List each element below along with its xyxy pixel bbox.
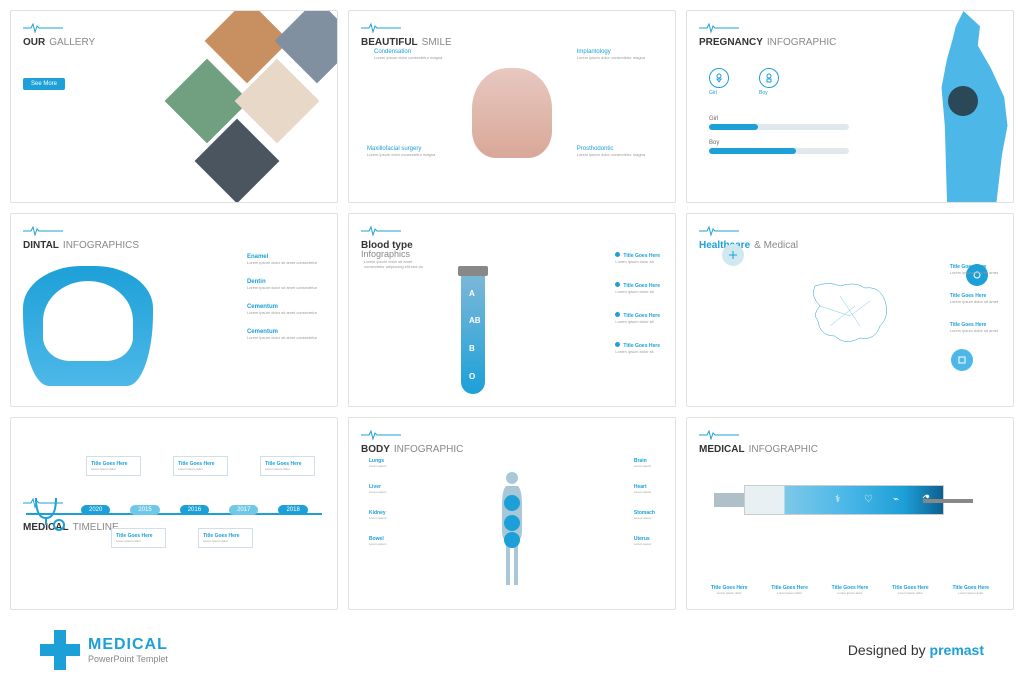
organ-icon [504,515,520,531]
subtitle: INFOGRAPHICS [63,240,139,251]
ekg-icon [699,21,739,39]
footer: MEDICAL PowerPoint Templet Designed by p… [0,620,1024,680]
gallery-diamonds [157,10,338,191]
slide-dintal: DINTAL INFOGRAPHICS EnamelLorem ipsum do… [10,213,338,406]
tooth-graphic [472,68,552,158]
slide-smile: BEAUTIFUL SMILE CondensationLorem ipsum … [348,10,676,203]
pulse-icon: ⌁ [893,494,907,508]
heart-icon: ♡ [864,494,878,508]
slide-healthcare: Healthcare & Medical Title Goes HereLore… [686,213,1014,406]
subtitle: & Medical [754,240,798,251]
slide-body: BODY INFOGRAPHIC LungsLorem ipsum LiverL… [348,417,676,610]
boy-icon [759,68,779,88]
top-boxes: Title Goes HereLorem ipsum dolor Title G… [86,456,315,476]
info-list: EnamelLorem ipsum dolor sit amet consect… [247,254,317,354]
health-list: Title Goes HereLorem ipsum dolor sit ame… [950,264,998,351]
organ-icon [504,495,520,511]
sat-icon [951,349,973,371]
slide-grid: OUR GALLERY See More BEAUTIFUL SMILE Con… [0,0,1024,620]
ekg-icon [23,21,63,39]
ekg-icon [699,224,739,242]
label-tl: CondensationLorem ipsum dolor consectetu… [374,49,442,60]
brain-graphic [800,276,900,356]
ekg-icon [23,224,63,242]
see-more-button[interactable]: See More [23,78,65,90]
syringe-labels: Title Goes HereLorem ipsum dolor Title G… [699,585,1001,595]
slide-timeline: MEDICAL TIMELINE 2020 2015 2016 2017 201… [10,417,338,610]
blood-list: Title Goes HereLorem ipsum dolor sit Tit… [615,252,660,372]
subtitle: INFOGRAPHIC [749,444,818,455]
sat-icon [722,244,744,266]
label-br: ProsthodonticLorem ipsum dolor consectet… [577,146,645,157]
label-tr: ImplantologyLorem ipsum dolor consectetu… [577,49,645,60]
girl-icon [709,68,729,88]
label-bl: Maxillofacial surgeryLorem ipsum dolor c… [367,146,435,157]
ekg-icon [361,428,401,446]
year-pills: 2020 2015 2016 2017 2018 [81,505,308,515]
right-labels: BrainLorem ipsum HeartLorem ipsum Stomac… [634,458,655,562]
test-tube: A AB B O [461,274,485,394]
fetus-icon [948,86,978,116]
credit: Designed by premast [848,642,984,658]
slide-pregnancy: PREGNANCY INFOGRAPHIC Girl Boy Girl Boy [686,10,1014,203]
ekg-icon [361,224,401,242]
logo-sub: PowerPoint Templet [88,654,168,664]
side-text: Lorem ipsum dolor sit amet consectetur a… [364,259,434,269]
tooth-diagram [23,266,153,386]
cross-icon [40,630,80,670]
body-graphic [492,470,532,590]
logo-main: MEDICAL [88,636,168,654]
bot-boxes: Title Goes HereLorem ipsum dolor Title G… [111,528,253,548]
slide-blood: Blood type Infographics Lorem ipsum dolo… [348,213,676,406]
ekg-icon [361,21,401,39]
dna-icon: ⚕ [835,494,849,508]
subtitle: INFOGRAPHIC [767,37,836,48]
logo: MEDICAL PowerPoint Templet [40,630,168,670]
organ-icon [504,532,520,548]
slide-gallery: OUR GALLERY See More [10,10,338,203]
subtitle: SMILE [422,37,452,48]
ekg-icon [699,428,739,446]
syringe-graphic: ⚕ ♡ ⌁ ⚗ ⊕ [714,485,986,525]
slide-syringe: MEDICAL INFOGRAPHIC ⚕ ♡ ⌁ ⚗ ⊕ Title Goes… [686,417,1014,610]
left-labels: LungsLorem ipsum LiverLorem ipsum Kidney… [369,458,386,562]
subtitle: INFOGRAPHIC [394,444,463,455]
